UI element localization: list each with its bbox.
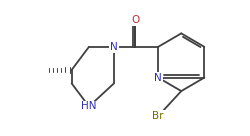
Text: O: O: [130, 15, 139, 25]
Text: N: N: [154, 73, 162, 83]
Text: N: N: [110, 42, 117, 52]
Text: Br: Br: [152, 111, 163, 121]
Text: HN: HN: [81, 101, 96, 112]
